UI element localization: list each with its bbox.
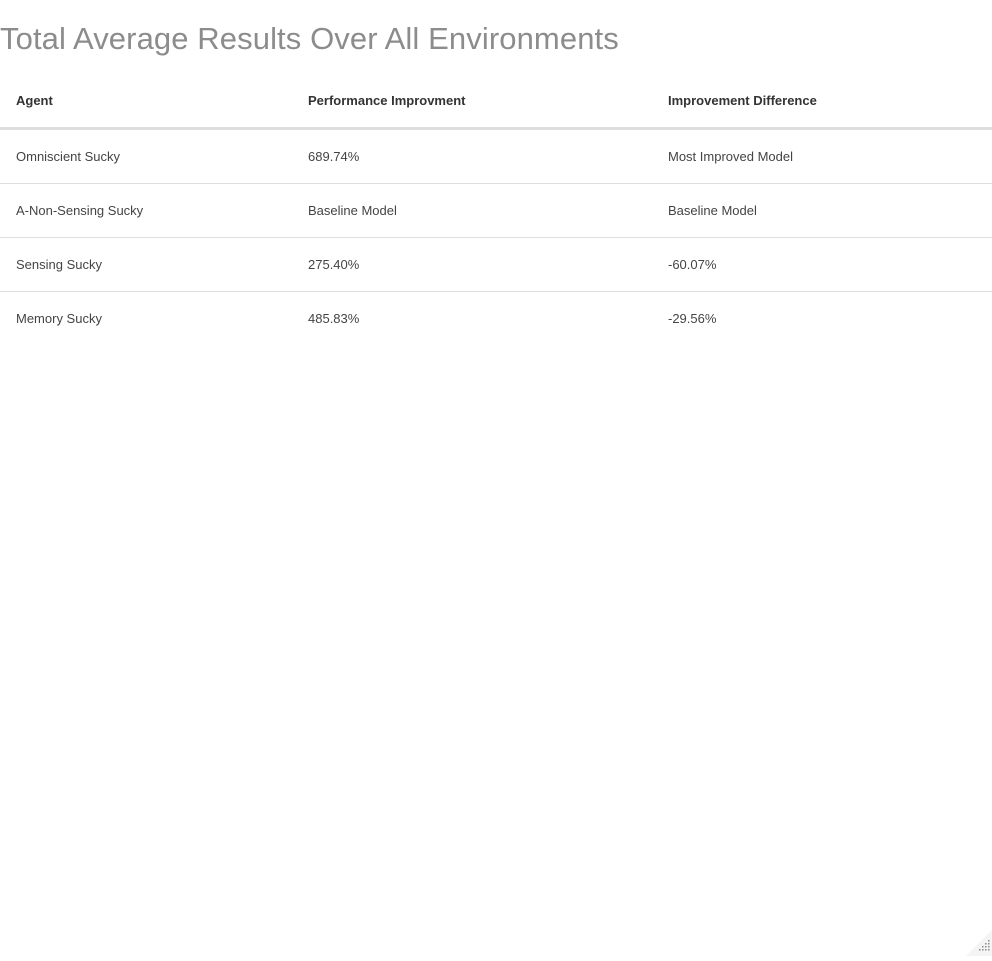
cell-performance: 485.83% <box>308 311 360 326</box>
cell-difference: Most Improved Model <box>652 128 992 184</box>
cell-agent: A-Non-Sensing Sucky <box>0 183 292 238</box>
resize-grip-svg <box>966 930 992 956</box>
resize-grip-icon[interactable] <box>964 928 992 956</box>
cell-performance: 275.40% <box>292 237 652 292</box>
table-row: A-Non-Sensing Sucky Baseline Model Basel… <box>0 183 992 238</box>
cell-difference: Baseline Model <box>652 183 992 238</box>
table-row: Omniscient Sucky 689.74% Most Improved M… <box>0 128 992 184</box>
cell-performance: 689.74% <box>292 128 652 184</box>
page-title: Total Average Results Over All Environme… <box>0 21 619 56</box>
cell-agent: Omniscient Sucky <box>0 128 292 184</box>
cell-performance: Baseline Model <box>292 183 652 238</box>
cell-agent: Memory Sucky <box>16 311 102 326</box>
cell-difference: -60.07% <box>652 237 992 292</box>
results-table: Agent Performance Improvment Improvement… <box>0 74 992 345</box>
column-header-agent: Agent <box>0 74 292 130</box>
table-header: Agent Performance Improvment Improvement… <box>0 74 992 130</box>
cell-difference: -29.56% <box>668 311 717 326</box>
table-row: Memory Sucky 485.83% -29.56% <box>0 292 992 346</box>
column-header-performance: Performance Improvment <box>292 74 652 130</box>
cell-agent: Sensing Sucky <box>0 237 292 292</box>
table-body: Omniscient Sucky 689.74% Most Improved M… <box>0 128 992 346</box>
table-row: Sensing Sucky 275.40% -60.07% <box>0 237 992 292</box>
header-row: Agent Performance Improvment Improvement… <box>0 74 992 130</box>
column-header-difference: Improvement Difference <box>652 74 992 130</box>
